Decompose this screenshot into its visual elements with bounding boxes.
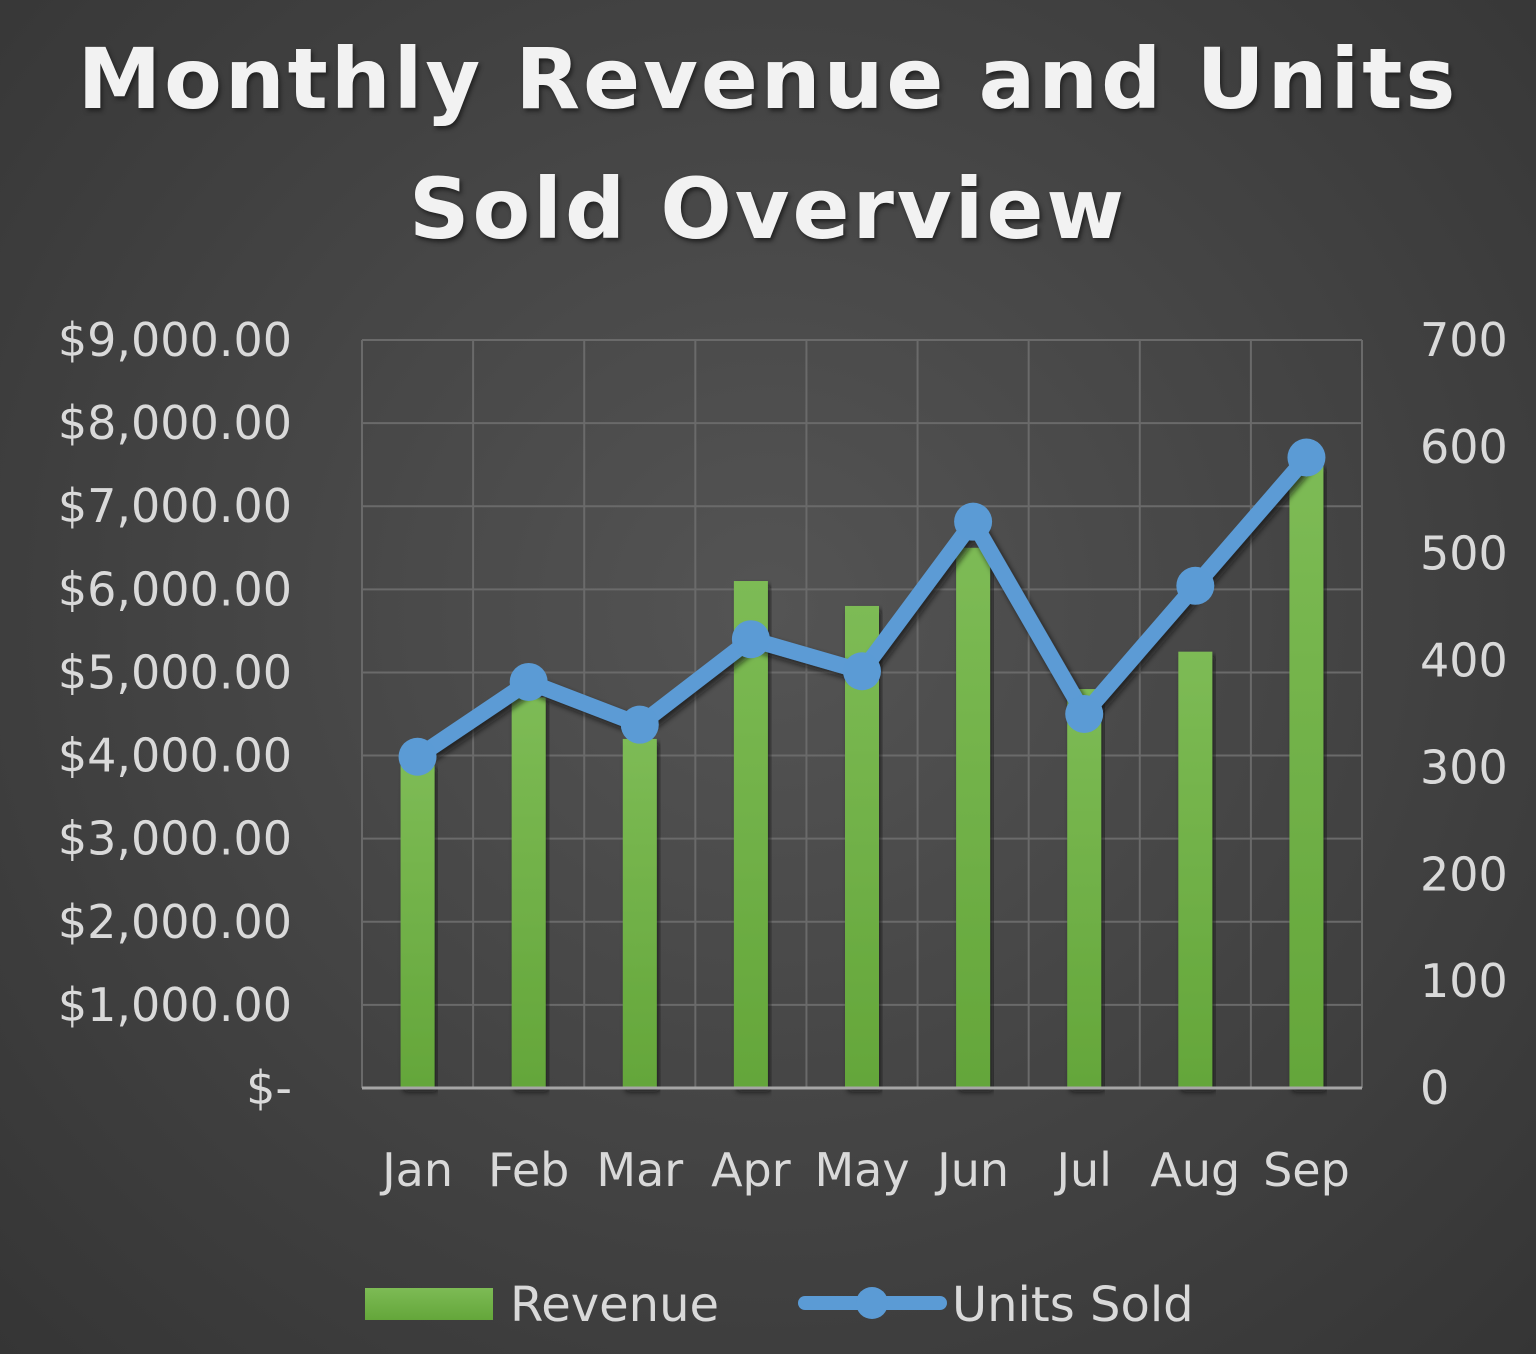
right-axis-tick-label: 100 bbox=[1420, 954, 1508, 1008]
units-sold-marker-apr bbox=[731, 620, 770, 659]
legend-revenue-swatch bbox=[365, 1288, 493, 1320]
legend-revenue-label: Revenue bbox=[510, 1277, 719, 1333]
right-axis-tick-label: 600 bbox=[1420, 420, 1508, 474]
revenue-bar-feb bbox=[511, 697, 546, 1088]
left-axis-tick-label: $8,000.00 bbox=[58, 396, 292, 450]
right-axis-tick-label: 700 bbox=[1420, 313, 1508, 367]
units-sold-marker-jul bbox=[1065, 695, 1104, 733]
chart-title: Monthly Revenue and Units Sold Overview bbox=[77, 30, 1459, 258]
x-axis-tick-label: Sep bbox=[1263, 1143, 1350, 1197]
right-axis-tick-label: 300 bbox=[1420, 740, 1508, 794]
right-axis-tick-label: 200 bbox=[1420, 847, 1508, 901]
legend-units-marker bbox=[856, 1287, 888, 1319]
left-axis-tick-label: $4,000.00 bbox=[58, 729, 292, 783]
units-sold-marker-mar bbox=[620, 705, 659, 744]
left-axis-tick-label: $6,000.00 bbox=[58, 562, 292, 616]
left-axis-tick-label: $1,000.00 bbox=[58, 978, 292, 1032]
x-axis-tick-label: Aug bbox=[1150, 1143, 1240, 1197]
left-axis-tick-label: $5,000.00 bbox=[58, 645, 292, 699]
revenue-bar-mar bbox=[622, 738, 657, 1088]
x-axis-tick-label: Jan bbox=[379, 1143, 453, 1197]
x-axis-tick-label: Apr bbox=[711, 1143, 791, 1197]
revenue-bar-jan bbox=[400, 763, 435, 1088]
revenue-bar-jul bbox=[1067, 689, 1102, 1088]
units-sold-marker-may bbox=[843, 652, 881, 691]
right-axis-tick-label: 0 bbox=[1420, 1061, 1449, 1115]
x-axis-tick-label: Jul bbox=[1053, 1143, 1112, 1197]
revenue-bar-sep bbox=[1289, 464, 1324, 1089]
left-axis-tick-label: $9,000.00 bbox=[58, 313, 292, 367]
left-axis-tick-label: $2,000.00 bbox=[58, 895, 292, 949]
units-sold-marker-jun bbox=[954, 502, 993, 541]
units-sold-marker-jan bbox=[398, 737, 437, 776]
right-axis-tick-label: 500 bbox=[1420, 527, 1508, 581]
units-sold-marker-aug bbox=[1176, 566, 1215, 605]
x-axis-tick-label: May bbox=[814, 1143, 909, 1197]
x-axis-tick-label: Jun bbox=[934, 1143, 1009, 1197]
left-axis-tick-label: $- bbox=[246, 1061, 292, 1115]
x-axis-tick-label: Mar bbox=[596, 1143, 683, 1197]
revenue-bar-aug bbox=[1178, 651, 1213, 1088]
left-axis-tick-label: $3,000.00 bbox=[58, 812, 292, 866]
right-axis-tick-label: 400 bbox=[1420, 634, 1508, 688]
legend-units-label: Units Sold bbox=[952, 1277, 1194, 1333]
revenue-bar-jun bbox=[956, 547, 991, 1088]
x-axis-tick-label: Feb bbox=[488, 1143, 569, 1197]
revenue-bar-apr bbox=[733, 581, 768, 1088]
units-sold-marker-feb bbox=[509, 662, 548, 701]
units-sold-marker-sep bbox=[1287, 438, 1326, 477]
left-axis-tick-label: $7,000.00 bbox=[58, 479, 292, 533]
